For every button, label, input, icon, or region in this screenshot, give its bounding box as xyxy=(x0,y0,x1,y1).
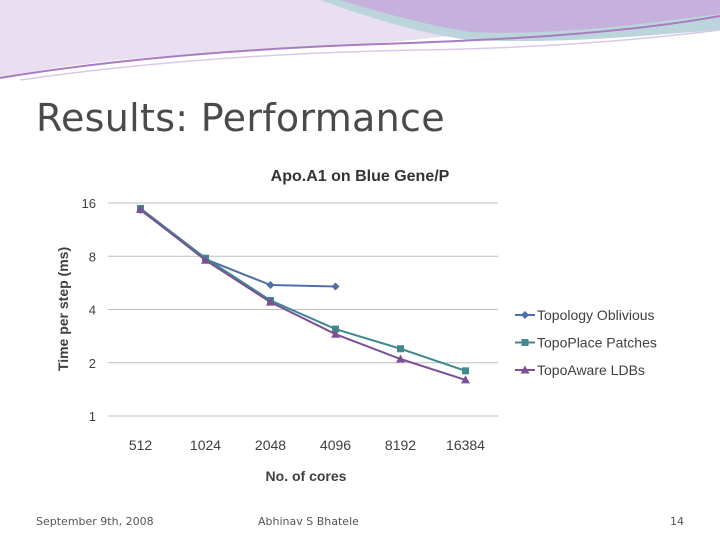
chart-legend: Topology Oblivious TopoPlace Patches TopoA… xyxy=(515,307,657,378)
point-topoaware-ldbs-512 xyxy=(136,205,145,214)
y-axis-label: Time per step (ms) xyxy=(55,247,71,371)
y-tick-label-8: 8 xyxy=(89,249,96,264)
legend-label-topoplace-patches: TopoPlace Patches xyxy=(537,335,657,351)
point-topoaware-ldbs-2048 xyxy=(266,297,275,306)
legend-label-topology-oblivious: Topology Oblivious xyxy=(537,307,655,323)
y-tick-label-2: 2 xyxy=(89,356,96,371)
legend-label-topoaware-ldbs: TopoAware LDBs xyxy=(537,362,645,378)
series-topoplace-patches xyxy=(137,204,469,375)
x-tick-label-1024: 1024 xyxy=(190,437,221,453)
legend-marker-topoplace-patches xyxy=(521,339,529,346)
y-tick-label-1: 1 xyxy=(89,409,96,424)
legend-item-topoplace-patches: TopoPlace Patches xyxy=(515,335,657,351)
legend-marker-topology-oblivious xyxy=(521,311,529,319)
point-topoaware-ldbs-4096 xyxy=(331,329,340,338)
x-tick-label-2048: 2048 xyxy=(255,437,286,453)
header-swoosh-line xyxy=(0,15,720,79)
point-topoaware-ldbs-16384 xyxy=(461,375,470,384)
y-tick-label-4: 4 xyxy=(89,303,96,318)
y-tick-label-16: 16 xyxy=(82,196,96,211)
point-topology-oblivious-4096 xyxy=(331,282,340,291)
footer-author: Abhinav S Bhatele xyxy=(258,515,359,528)
x-tick-label-4096: 4096 xyxy=(320,437,351,453)
x-tick-label-512: 512 xyxy=(129,437,153,453)
header-decoration xyxy=(0,0,720,81)
point-topoplace-patches-8192 xyxy=(397,345,404,353)
series-line-topoaware-ldbs xyxy=(139,208,466,381)
slide-title: Results: Performance xyxy=(36,96,445,140)
chart-series-group xyxy=(136,204,470,384)
x-tick-label-16384: 16384 xyxy=(446,437,485,453)
point-topoaware-ldbs-8192 xyxy=(396,354,405,363)
legend-item-topoaware-ldbs: TopoAware LDBs xyxy=(515,362,645,378)
point-topoplace-patches-16384 xyxy=(462,367,469,375)
x-axis-label: No. of cores xyxy=(266,468,347,484)
point-topology-oblivious-2048 xyxy=(266,281,275,290)
series-topology-oblivious xyxy=(136,206,340,291)
x-tick-label-8192: 8192 xyxy=(385,437,416,453)
legend-item-topology-oblivious: Topology Oblivious xyxy=(515,307,655,323)
series-line-topology-oblivious xyxy=(139,209,336,288)
header-swoosh-line-2 xyxy=(19,29,720,81)
point-topoaware-ldbs-1024 xyxy=(201,255,210,264)
point-topoplace-patches-4096 xyxy=(332,325,339,333)
footer-date: September 9th, 2008 xyxy=(36,515,154,528)
chart-gridlines: 1 2 4 8 16 512 1024 2048 4096 8192 16384 xyxy=(82,196,498,453)
series-line-topoplace-patches xyxy=(139,207,466,372)
legend-marker-topoaware-ldbs xyxy=(520,365,530,374)
header-swoosh-lavender xyxy=(340,0,720,33)
chart-title: Apo.A1 on Blue Gene/P xyxy=(271,168,450,185)
series-topoaware-ldbs xyxy=(136,205,470,384)
page-number: 14 xyxy=(670,515,684,528)
